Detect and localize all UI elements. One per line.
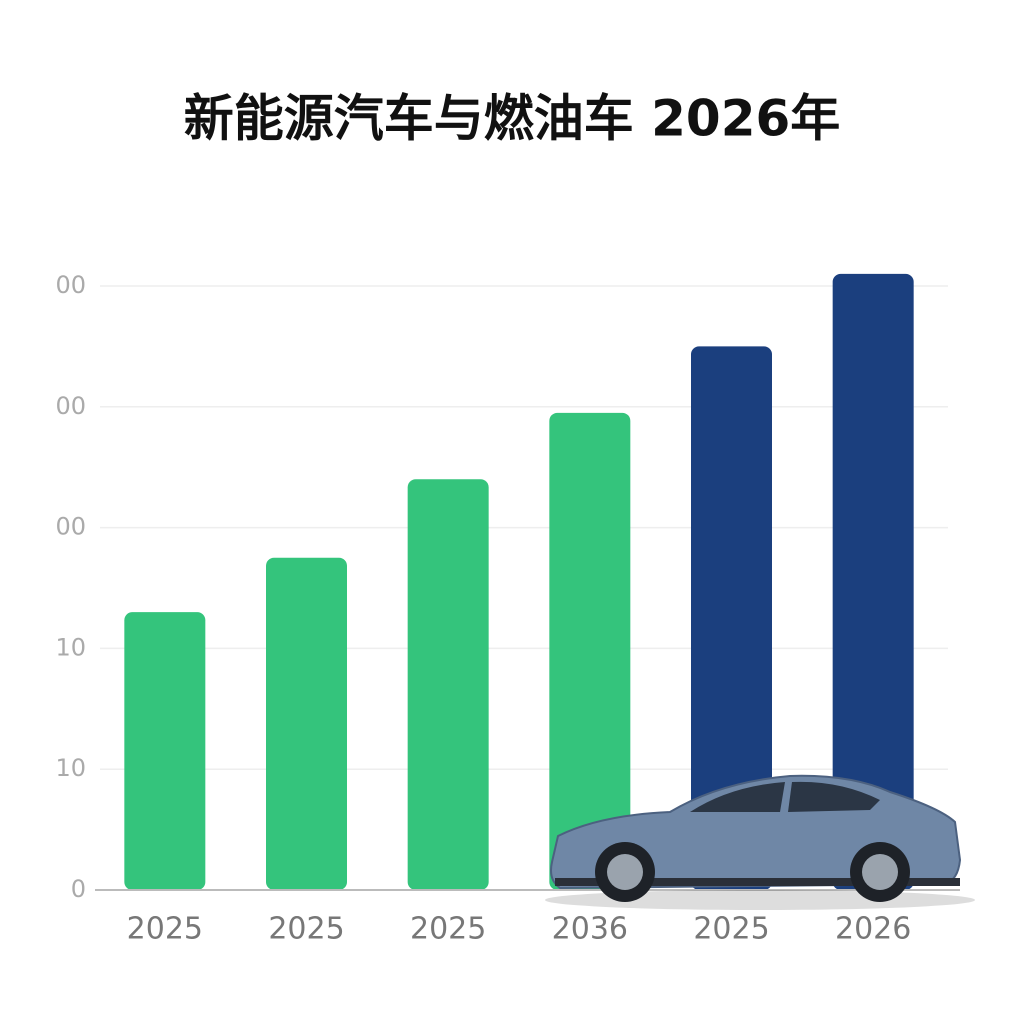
x-tick-label: 2036 [552,912,628,947]
bar [124,612,206,890]
grid: 0 10 10 00 00 00 [55,271,948,903]
x-tick-label: 2025 [410,912,486,947]
x-tick-label: 2025 [268,912,344,947]
chart-title: 新能源汽车与燃油车 2026年 [184,90,841,148]
bar [549,412,631,890]
x-tick-label: 2025 [693,912,769,947]
y-tick-label: 10 [55,633,86,661]
y-tick-label: 00 [55,513,86,541]
car-illustration [545,774,975,910]
x-tick-label: 2026 [835,912,911,947]
y-tick-label: 10 [55,754,86,782]
bar [407,479,489,890]
y-tick-label: 00 [55,392,86,420]
bar [266,557,347,890]
bars [124,273,914,890]
y-tick-label: 00 [55,271,86,299]
bar [832,273,914,890]
y-tick-label: 0 [71,875,86,903]
bar [691,346,772,890]
x-tick-label: 2025 [127,912,203,947]
